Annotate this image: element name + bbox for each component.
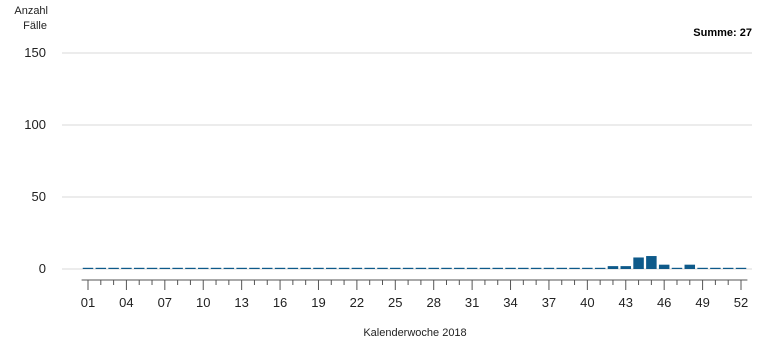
x-tick-label: 31 <box>465 295 479 310</box>
bar-week-38 <box>556 267 567 269</box>
bar-week-39 <box>569 267 580 269</box>
bar-week-50 <box>710 267 721 269</box>
bar-week-24 <box>377 267 388 269</box>
x-tick-label: 10 <box>196 295 210 310</box>
bar-week-20 <box>326 267 337 269</box>
bar-week-52 <box>735 267 747 269</box>
bar-week-01 <box>82 267 94 269</box>
bar-week-32 <box>479 267 491 269</box>
bar-week-02 <box>95 267 107 269</box>
x-tick-label: 25 <box>388 295 402 310</box>
x-tick-label: 16 <box>273 295 287 310</box>
x-tick-label: 52 <box>734 295 748 310</box>
bar-week-04 <box>121 267 132 269</box>
bar-week-42 <box>607 266 619 269</box>
bar-week-17 <box>287 267 299 269</box>
bar-week-08 <box>172 267 183 269</box>
bar-week-30 <box>454 267 465 269</box>
bar-week-09 <box>185 267 196 269</box>
x-tick-label: 13 <box>234 295 248 310</box>
bar-week-14 <box>249 267 260 269</box>
x-tick-label: 22 <box>350 295 364 310</box>
x-tick-label: 49 <box>695 295 709 310</box>
bar-week-43 <box>620 266 632 269</box>
bar-week-22 <box>351 267 363 269</box>
bar-week-33 <box>492 267 503 269</box>
bar-week-18 <box>300 267 311 269</box>
x-tick-label: 19 <box>311 295 325 310</box>
bar-week-46 <box>658 264 670 269</box>
bar-week-10 <box>197 267 209 269</box>
x-tick-label: 01 <box>81 295 95 310</box>
bar-week-36 <box>530 267 542 269</box>
x-axis-label: Kalenderwoche 2018 <box>363 327 466 339</box>
y-tick-labels: 0 50 100 150 <box>24 45 46 276</box>
bar-week-03 <box>108 267 119 269</box>
y-axis-label-line2: Fälle <box>23 20 47 32</box>
bar-week-25 <box>390 267 401 269</box>
x-tick-label: 04 <box>119 295 133 310</box>
bar-week-35 <box>518 267 529 269</box>
bar-week-16 <box>274 267 286 269</box>
bar-week-05 <box>133 267 145 269</box>
bar-week-45 <box>646 256 657 269</box>
bar-week-44 <box>633 257 644 269</box>
x-ticks: 01 04 07 10 13 16 19 22 25 28 31 34 37 40 43 46 49 52 <box>81 279 748 310</box>
y-tick-label: 100 <box>24 117 46 132</box>
x-tick-label: 37 <box>542 295 556 310</box>
y-tick-label: 150 <box>24 45 46 60</box>
bar-week-13 <box>236 267 247 269</box>
gridlines <box>62 52 752 270</box>
x-tick-label: 43 <box>619 295 633 310</box>
bar-week-41 <box>594 267 606 269</box>
bar-week-12 <box>223 267 235 269</box>
bar-week-37 <box>543 267 555 269</box>
bar-week-27 <box>415 267 427 269</box>
x-tick-label: 07 <box>158 295 172 310</box>
bar-week-49 <box>697 267 708 269</box>
bar-week-15 <box>262 267 273 269</box>
bar-week-31 <box>466 267 478 269</box>
bar-week-51 <box>722 267 734 269</box>
x-tick-label: 46 <box>657 295 671 310</box>
bar-week-48 <box>684 264 696 269</box>
bar-week-26 <box>402 267 414 269</box>
bar-week-19 <box>313 267 324 269</box>
bar-week-47 <box>671 267 683 269</box>
bar-week-40 <box>582 267 593 269</box>
x-tick-label: 34 <box>503 295 517 310</box>
x-tick-label: 28 <box>426 295 440 310</box>
y-tick-label: 50 <box>32 189 46 204</box>
sum-label: Summe: 27 <box>693 27 752 39</box>
bar-week-07 <box>159 267 171 269</box>
bar-week-34 <box>505 267 516 269</box>
bar-week-29 <box>441 267 452 269</box>
y-axis-label-line1: Anzahl <box>14 5 48 17</box>
bar-week-28 <box>428 267 439 269</box>
bar-week-21 <box>338 267 350 269</box>
x-tick-label: 40 <box>580 295 594 310</box>
y-tick-label: 0 <box>39 261 46 276</box>
bar-week-23 <box>364 267 375 269</box>
bars-layer <box>82 256 747 269</box>
bar-week-11 <box>210 267 222 269</box>
bar-week-06 <box>146 267 158 269</box>
